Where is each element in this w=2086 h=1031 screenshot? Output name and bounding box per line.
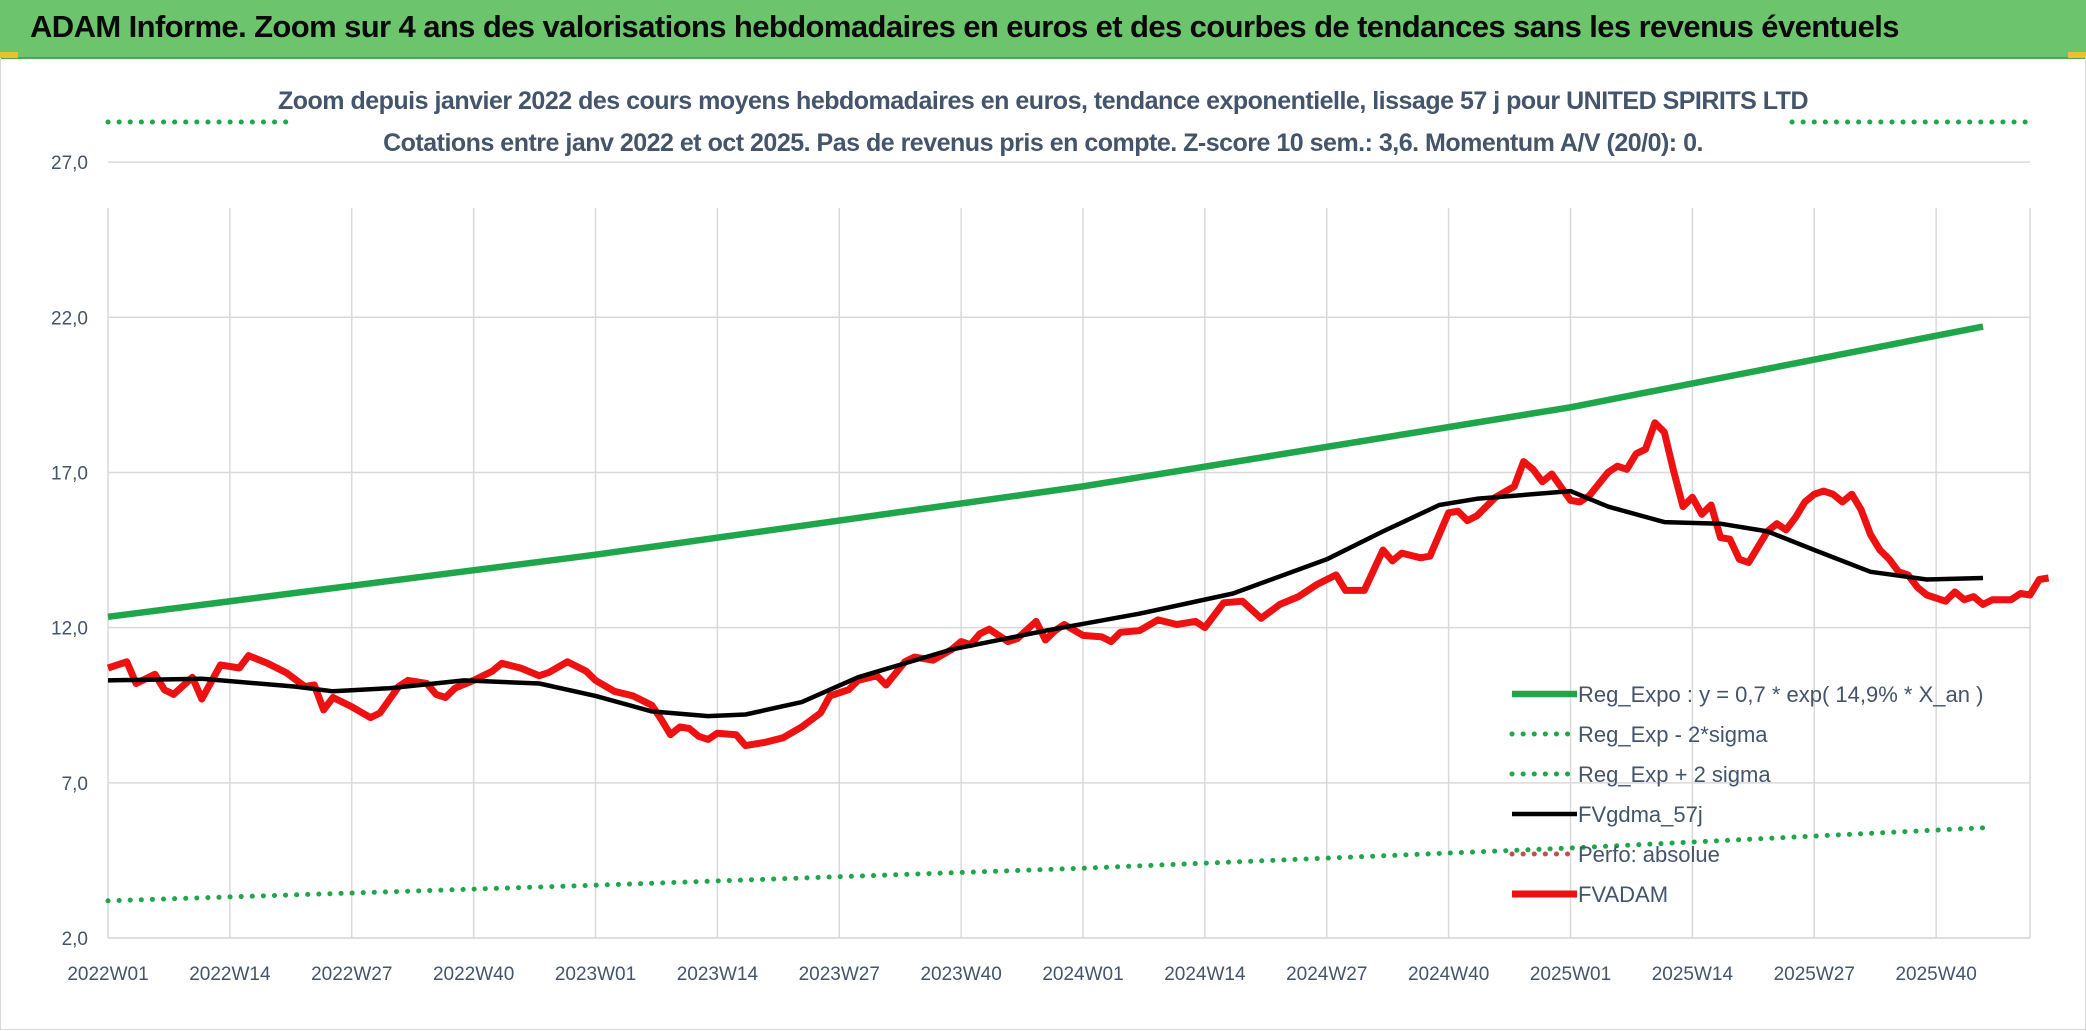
x-tick-label: 2025W01: [1530, 964, 1611, 985]
x-tick-label: 2023W01: [555, 964, 636, 985]
y-tick-label: 12,0: [51, 619, 88, 640]
chart-series: [105, 119, 2050, 904]
x-tick-label: 2025W14: [1652, 964, 1734, 985]
x-tick-label: 2022W14: [189, 964, 271, 985]
x-tick-label: 2022W40: [433, 964, 514, 985]
x-tick-label: 2024W27: [1286, 964, 1367, 985]
y-tick-label: 2,0: [62, 929, 88, 950]
legend-label: FVgdma_57j: [1578, 802, 1703, 827]
chart-legend: Reg_Expo : y = 0,7 * exp( 14,9% * X_an )…: [1509, 682, 1983, 907]
y-tick-label: 7,0: [62, 774, 88, 795]
y-axis-ticks: 2,0 7,0 12,0 17,0 22,0 27,0: [51, 153, 88, 950]
x-tick-label: 2023W40: [920, 964, 1001, 985]
x-tick-label: 2024W14: [1164, 964, 1246, 985]
report-banner: ADAM Informe. Zoom sur 4 ans des valoris…: [0, 0, 2086, 59]
x-tick-label: 2024W40: [1408, 964, 1489, 985]
legend-label: FVADAM: [1578, 882, 1668, 907]
legend-label: Reg_Exp + 2 sigma: [1578, 762, 1771, 787]
series-line-fvadam: [106, 419, 2050, 750]
series-line-regexpo: [107, 323, 1984, 621]
x-tick-label: 2025W40: [1895, 964, 1976, 985]
chart-title-line2: Cotations entre janv 2022 et oct 2025. P…: [383, 129, 1703, 157]
series-line-fvgdma57j: [107, 488, 1984, 719]
x-tick-label: 2023W27: [799, 964, 880, 985]
x-tick-label: 2022W01: [67, 964, 148, 985]
chart-title-line1: Zoom depuis janvier 2022 des cours moyen…: [277, 87, 1809, 115]
legend-label: Reg_Exp - 2*sigma: [1578, 722, 1768, 747]
banner-corner-right: [2068, 52, 2086, 58]
x-tick-label: 2025W27: [1774, 964, 1855, 985]
series-line-regexp: [105, 825, 1986, 904]
y-tick-label: 22,0: [51, 308, 88, 329]
x-tick-label: 2022W27: [311, 964, 392, 985]
banner-corner-left: [0, 52, 18, 58]
legend-label: Perfo: absolue: [1578, 842, 1720, 867]
chart-grid: [107, 161, 2031, 939]
report-title: ADAM Informe. Zoom sur 4 ans des valoris…: [30, 9, 1900, 44]
x-tick-label: 2024W01: [1042, 964, 1123, 985]
x-tick-label: 2023W14: [677, 964, 759, 985]
legend-label: Reg_Expo : y = 0,7 * exp( 14,9% * X_an ): [1578, 682, 1983, 707]
y-tick-label: 17,0: [51, 463, 88, 484]
x-axis-ticks: 2022W01 2022W14 2022W27 2022W40 2023W01 2023W…: [67, 964, 1976, 985]
y-tick-label: 27,0: [51, 153, 88, 174]
chart-title: Zoom depuis janvier 2022 des cours moyen…: [0, 80, 2086, 164]
